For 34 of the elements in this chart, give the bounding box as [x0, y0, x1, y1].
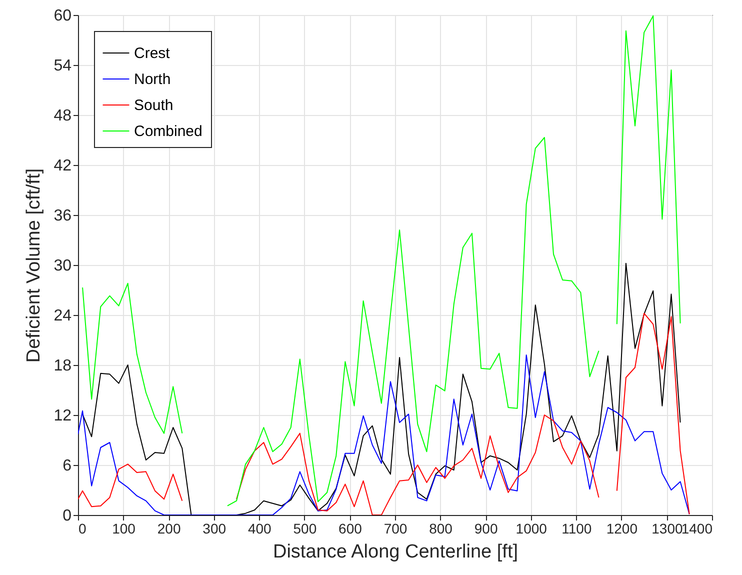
- y-tick-label: 60: [54, 8, 72, 24]
- x-tick-label: 600: [338, 520, 362, 536]
- line-series: [82, 262, 681, 515]
- x-tick-label: 1100: [562, 520, 592, 536]
- legend-label: South: [134, 97, 174, 114]
- x-tick-label: 800: [429, 520, 453, 536]
- y-tick-label: 36: [54, 208, 72, 224]
- x-tick-label: 300: [202, 520, 226, 536]
- x-tick-label: 1300: [652, 520, 683, 536]
- x-tick-label: 700: [384, 520, 408, 536]
- x-tick-label: 200: [157, 520, 181, 536]
- legend-label: North: [134, 71, 171, 88]
- y-tick-label: 54: [54, 58, 72, 74]
- legend-label: Crest: [134, 45, 171, 62]
- x-tick-label: 100: [112, 520, 136, 536]
- line-series: [78, 354, 690, 515]
- x-tick-label: 900: [474, 520, 498, 536]
- x-tick-label: 1400: [681, 520, 713, 536]
- x-tick-label: 400: [248, 520, 272, 536]
- y-axis-title: Deficient Volume [cft/ft]: [24, 168, 45, 363]
- y-tick-label: 6: [62, 458, 72, 474]
- y-tick-label: 18: [54, 358, 72, 374]
- y-tick-label: 30: [54, 258, 72, 274]
- x-tick-label: 500: [293, 520, 317, 536]
- x-axis-title: Distance Along Centerline [ft]: [272, 542, 518, 562]
- y-tick-label: 42: [54, 158, 72, 174]
- x-tick-label: 1000: [516, 520, 548, 536]
- y-tick-label: 48: [54, 108, 72, 124]
- y-tick-label: 0: [62, 508, 72, 524]
- x-tick-label: 0: [78, 520, 86, 536]
- x-tick-label: 1200: [606, 520, 638, 536]
- y-tick-label: 24: [54, 308, 72, 324]
- legend-label: Combined: [134, 123, 202, 140]
- y-tick-label: 12: [54, 408, 72, 424]
